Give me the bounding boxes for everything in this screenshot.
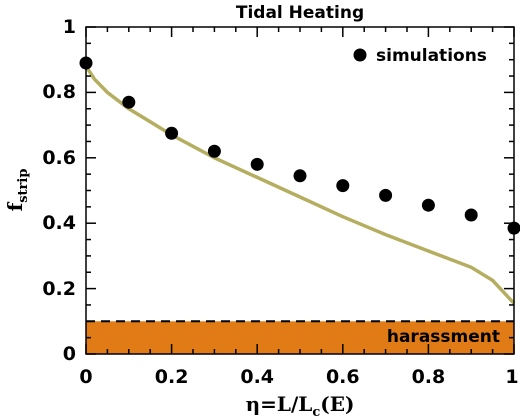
x-axis-label: η=L/Lc(E) — [246, 392, 355, 420]
simulation-point — [464, 208, 478, 222]
y-tick-label: 0.4 — [42, 212, 76, 234]
y-tick-label: 0.2 — [42, 278, 76, 300]
y-tick-label: 0.6 — [42, 147, 76, 169]
harassment-band — [86, 321, 514, 354]
y-axis-label-sub: strip — [16, 169, 31, 203]
model-curve-layer — [84, 65, 516, 305]
y-axis-label: fstrip — [3, 169, 31, 212]
y-axis-label-main: f — [3, 201, 27, 211]
y-tick-labels: 0 0.2 0.4 0.6 0.8 1 — [42, 16, 76, 365]
chart-title: Tidal Heating — [236, 3, 364, 23]
x-tick-label: 0.4 — [240, 366, 274, 388]
simulation-point — [122, 95, 136, 109]
x-tick-label: 0.2 — [155, 366, 189, 388]
simulation-point — [165, 126, 179, 140]
simulation-point — [336, 179, 350, 193]
legend-marker — [353, 48, 367, 62]
x-axis-label-sub: c — [312, 405, 320, 420]
x-tick-label: 0.8 — [412, 366, 446, 388]
x-axis-label-tail: (E) — [320, 392, 354, 416]
simulation-point — [293, 169, 307, 183]
x-tick-label: 1 — [505, 366, 518, 388]
harassment-label: harassment — [387, 327, 500, 347]
x-tick-labels: 0 0.2 0.4 0.6 0.8 1 — [79, 366, 518, 388]
x-tick-label: 0 — [79, 366, 92, 388]
y-tick-label: 0 — [63, 343, 76, 365]
axis-ticks — [85, 26, 515, 355]
legend-label: simulations — [376, 46, 487, 66]
x-axis-label-main: η=L/L — [246, 392, 313, 416]
y-tick-label: 0.8 — [42, 81, 76, 103]
y-tick-label: 1 — [63, 16, 76, 38]
simulation-point — [379, 188, 393, 202]
simulation-point — [207, 144, 221, 158]
simulation-point — [421, 198, 435, 212]
simulation-points — [79, 56, 520, 235]
x-tick-label: 0.6 — [326, 366, 360, 388]
plot-frame — [85, 26, 515, 355]
simulation-point — [250, 157, 264, 171]
model-curve — [84, 65, 516, 305]
